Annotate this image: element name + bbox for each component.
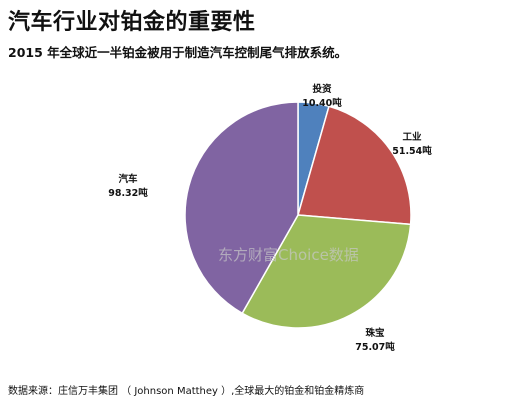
slice-value-label: 51.54吨	[392, 145, 432, 157]
pie-slice-4	[184, 101, 299, 315]
slice-name-label: 珠宝	[365, 327, 385, 339]
watermark-text: 东方财富Choice数据	[218, 246, 359, 264]
slice-name-label: 汽车	[118, 173, 138, 185]
slice-name-label: 投资	[312, 83, 332, 95]
chart-title: 汽车行业对铂金的重要性	[8, 10, 256, 35]
slice-value-label: 10.40吨	[302, 97, 342, 109]
pie-slice-3	[241, 214, 412, 329]
slice-name-label: 工业	[402, 131, 422, 143]
chart-subtitle: 2015 年全球近一半铂金被用于制造汽车控制尾气排放系统。	[8, 45, 348, 60]
slice-value-label: 75.07吨	[355, 341, 395, 353]
pie-slice-2	[297, 105, 412, 226]
slice-value-label: 98.32吨	[108, 187, 148, 199]
source-note: 数据来源：庄信万丰集团 （ Johnson Matthey ）,全球最大的铂金和…	[8, 386, 365, 397]
